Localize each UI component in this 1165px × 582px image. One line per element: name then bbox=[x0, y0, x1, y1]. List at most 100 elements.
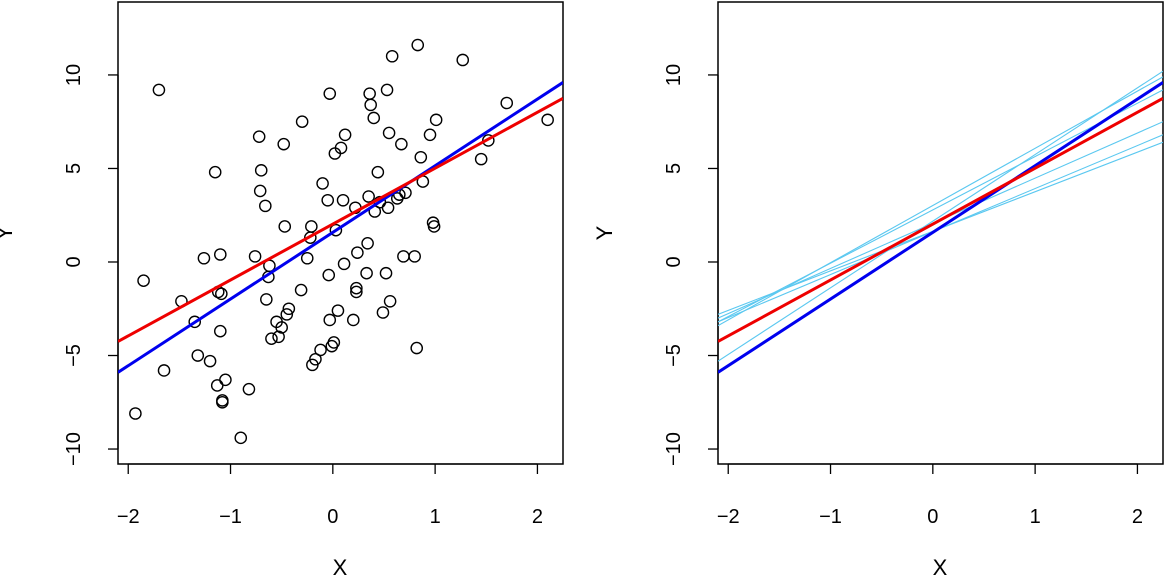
data-point bbox=[323, 313, 337, 327]
data-point bbox=[280, 308, 294, 321]
data-point bbox=[253, 184, 267, 198]
data-point bbox=[300, 251, 314, 265]
data-point bbox=[197, 251, 211, 265]
data-point bbox=[219, 373, 232, 387]
data-point bbox=[282, 302, 296, 316]
data-point bbox=[309, 352, 322, 366]
x-axis-title: X bbox=[933, 555, 948, 580]
y-axis-title: Y bbox=[592, 225, 617, 240]
y-tick-label: 5 bbox=[663, 163, 685, 174]
data-point bbox=[456, 53, 470, 67]
y-tick-label: −10 bbox=[663, 432, 685, 466]
data-point bbox=[361, 236, 374, 250]
data-point bbox=[265, 332, 278, 345]
data-point bbox=[277, 137, 291, 151]
x-tick-label: 0 bbox=[327, 506, 338, 528]
y-tick-label: −5 bbox=[663, 344, 685, 367]
data-point bbox=[331, 304, 345, 317]
data-point bbox=[275, 321, 288, 334]
data-point bbox=[376, 306, 390, 319]
data-point bbox=[336, 193, 350, 207]
data-point bbox=[216, 395, 229, 409]
data-point bbox=[322, 268, 336, 282]
data-point bbox=[314, 343, 327, 357]
light-regression-line bbox=[718, 89, 1163, 323]
data-point bbox=[414, 150, 428, 164]
plot-frame bbox=[717, 1, 1164, 465]
light-regression-line bbox=[718, 70, 1163, 362]
data-point bbox=[346, 313, 360, 327]
y-tick-label: −5 bbox=[63, 344, 85, 367]
data-point bbox=[272, 330, 285, 344]
data-point bbox=[252, 130, 266, 143]
data-point bbox=[260, 293, 273, 306]
red-regression-line bbox=[118, 97, 563, 343]
y-tick-label: 10 bbox=[663, 64, 685, 86]
data-point bbox=[474, 152, 488, 166]
data-point bbox=[382, 126, 396, 140]
blue-regression-line bbox=[118, 81, 563, 374]
data-point bbox=[395, 137, 408, 151]
data-layer bbox=[718, 70, 1163, 374]
data-point bbox=[351, 246, 364, 259]
data-point bbox=[210, 379, 224, 392]
data-point bbox=[380, 83, 394, 97]
data-point bbox=[305, 220, 318, 233]
y-tick-label: 0 bbox=[663, 256, 685, 267]
data-point bbox=[208, 165, 222, 179]
data-point bbox=[294, 283, 308, 297]
data-point bbox=[278, 220, 292, 233]
data-point bbox=[137, 274, 150, 287]
data-point bbox=[203, 354, 217, 368]
x-tick-label: −1 bbox=[819, 506, 842, 528]
data-layer bbox=[118, 38, 563, 445]
data-point bbox=[350, 281, 363, 295]
data-point bbox=[362, 190, 375, 203]
data-point bbox=[157, 364, 171, 377]
y-tick-label: 10 bbox=[63, 64, 85, 86]
x-tick-label: 1 bbox=[430, 506, 441, 528]
data-point bbox=[383, 294, 397, 308]
x-tick-label: 2 bbox=[532, 506, 543, 528]
y-tick-label: 5 bbox=[63, 163, 85, 174]
data-point bbox=[482, 134, 495, 147]
data-point bbox=[188, 315, 202, 329]
y-axis: −10 −5 0 5 10 bbox=[63, 64, 119, 466]
y-tick-label: 0 bbox=[63, 256, 85, 267]
blue-regression-line bbox=[718, 81, 1163, 374]
data-point bbox=[363, 87, 376, 100]
data-point bbox=[334, 141, 348, 155]
data-point bbox=[259, 199, 272, 213]
data-point bbox=[129, 407, 142, 420]
data-point bbox=[234, 431, 248, 445]
data-point bbox=[316, 177, 329, 190]
data-point bbox=[323, 87, 337, 100]
data-point bbox=[329, 223, 343, 237]
data-point bbox=[295, 115, 309, 129]
data-point bbox=[541, 113, 554, 127]
x-tick-label: −2 bbox=[117, 506, 140, 528]
data-point bbox=[242, 382, 256, 396]
x-tick-label: −2 bbox=[717, 506, 740, 528]
data-point bbox=[327, 336, 341, 349]
data-point bbox=[423, 128, 437, 142]
data-point bbox=[385, 49, 399, 63]
data-point bbox=[213, 248, 227, 261]
data-point bbox=[500, 96, 514, 110]
y-axis: −10 −5 0 5 10 bbox=[663, 64, 719, 466]
data-point bbox=[152, 83, 166, 97]
data-point bbox=[248, 250, 262, 263]
x-axis-title: X bbox=[333, 555, 348, 580]
y-tick-label: −10 bbox=[63, 432, 85, 466]
x-axis: −2 −1 0 1 2 bbox=[117, 463, 543, 528]
x-tick-label: −1 bbox=[219, 506, 242, 528]
data-point bbox=[213, 324, 227, 338]
x-tick-label: 2 bbox=[1132, 506, 1143, 528]
data-point bbox=[364, 98, 377, 112]
data-point bbox=[191, 349, 205, 362]
data-point bbox=[360, 266, 373, 280]
x-tick-label: 0 bbox=[927, 506, 938, 528]
